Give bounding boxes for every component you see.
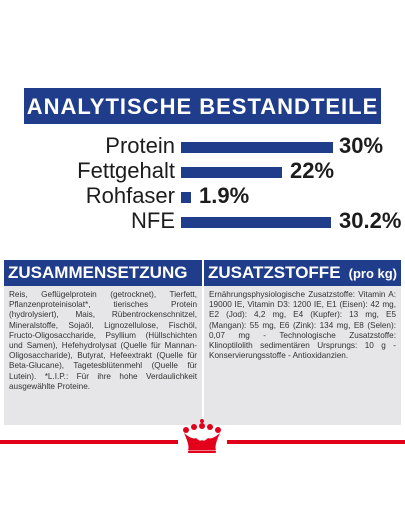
- analytics-row-fettgehalt: Fettgehalt 22%: [0, 159, 405, 183]
- analytics-row-nfe: NFE 30.2%: [0, 209, 405, 233]
- row-value: 1.9%: [199, 183, 250, 208]
- row-bar: [181, 192, 191, 203]
- row-label: NFE: [131, 208, 175, 233]
- composition-panel: ZUSAMMENSETZUNG Reis, Geflügelprotein (g…: [4, 260, 202, 425]
- footer-line-left: [0, 440, 178, 444]
- composition-header: ZUSAMMENSETZUNG: [4, 260, 202, 286]
- additives-header: ZUSATZSTOFFE (pro kg): [204, 260, 401, 286]
- analytics-row-rohfaser: Rohfaser 1.9%: [0, 184, 405, 208]
- analytics-row-protein: Protein 30%: [0, 134, 405, 158]
- row-value: 22%: [290, 158, 335, 183]
- row-label: Rohfaser: [85, 183, 175, 208]
- composition-title: ZUSAMMENSETZUNG: [8, 263, 188, 282]
- composition-text: Reis, Geflügelprotein (getrocknet), Tier…: [9, 290, 197, 391]
- page-title: ANALYTISCHE BESTANDTEILE: [26, 94, 379, 119]
- row-label: Fettgehalt: [77, 158, 175, 183]
- row-value: 30%: [339, 133, 384, 158]
- additives-panel: ZUSATZSTOFFE (pro kg) Ernährungsphysiolo…: [204, 260, 401, 425]
- header-band: ANALYTISCHE BESTANDTEILE: [24, 88, 381, 124]
- row-bar: [181, 217, 331, 228]
- crown-icon: [178, 416, 226, 456]
- row-bar: [181, 142, 333, 153]
- additives-title: ZUSATZSTOFFE: [208, 263, 341, 282]
- row-bar: [181, 167, 282, 178]
- analytics-list: Protein 30% Fettgehalt 22% Rohfaser 1.9%…: [0, 128, 405, 238]
- row-label: Protein: [105, 133, 175, 158]
- row-value: 30.2%: [339, 208, 402, 233]
- additives-unit: (pro kg): [348, 266, 397, 281]
- additives-text: Ernährungsphysiologische Zusatzstoffe: V…: [209, 290, 396, 361]
- footer-line-right: [227, 440, 405, 444]
